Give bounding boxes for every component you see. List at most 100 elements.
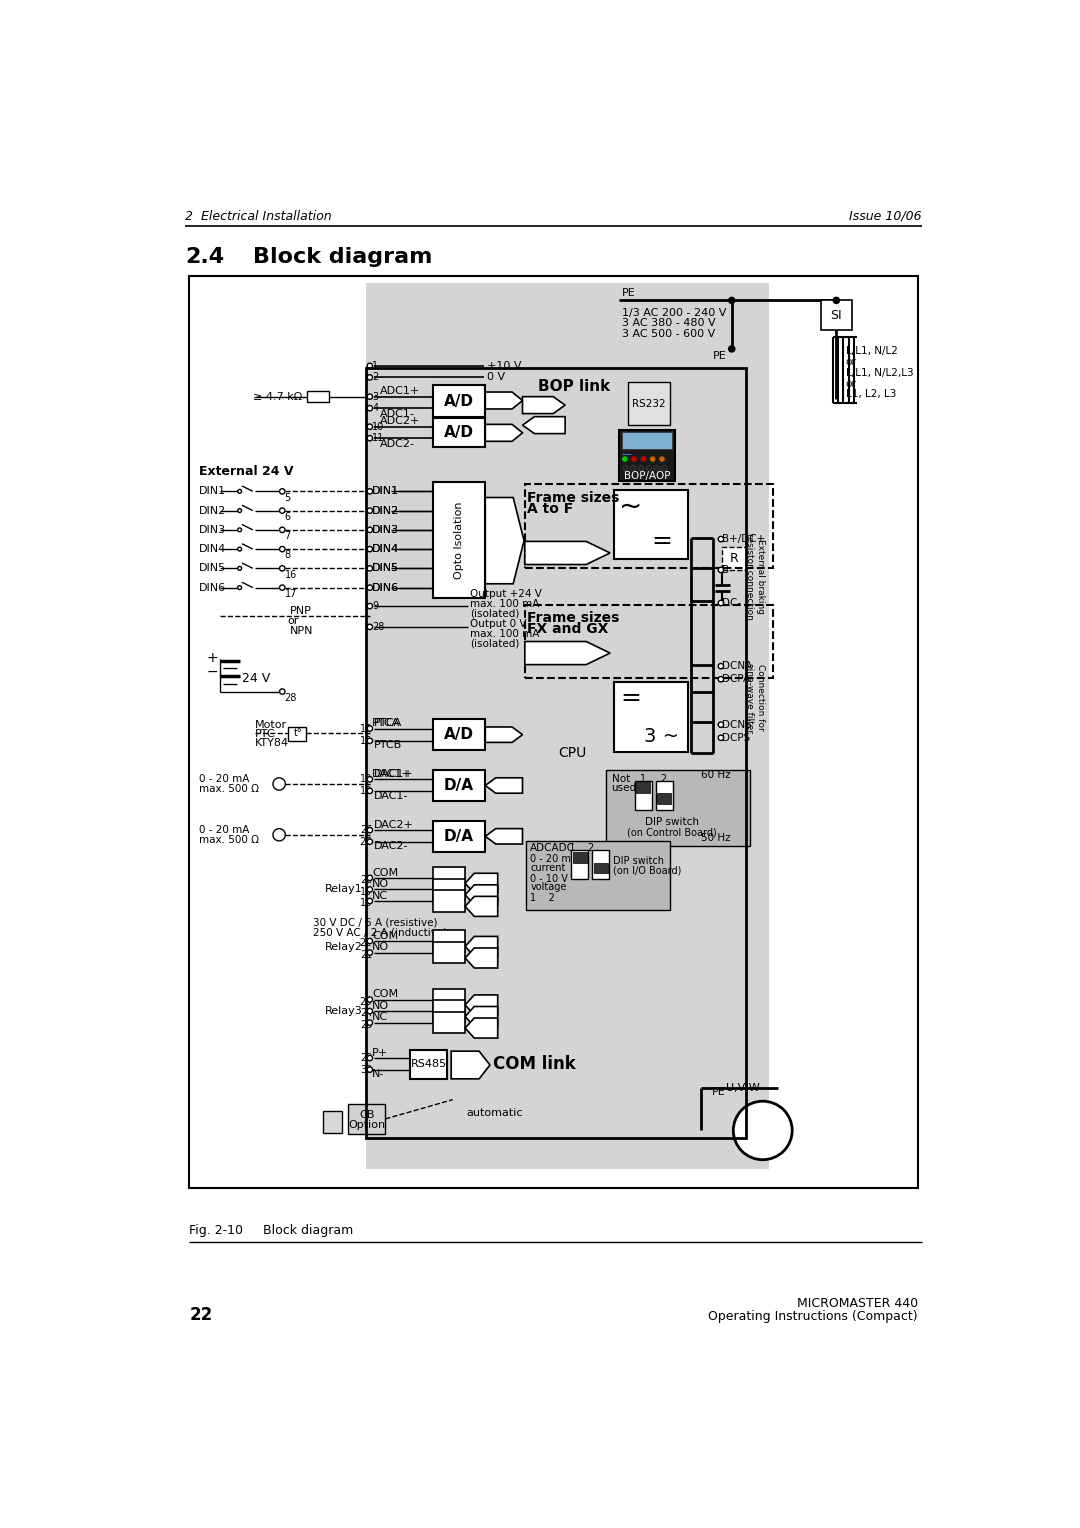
Text: Opto Isolation: Opto Isolation — [454, 501, 464, 579]
Circle shape — [367, 886, 373, 892]
Text: 24 V: 24 V — [242, 672, 270, 685]
Text: A/D: A/D — [444, 425, 474, 440]
Text: NC: NC — [373, 891, 389, 900]
Text: 24: 24 — [360, 1008, 373, 1019]
Text: NO: NO — [373, 1001, 389, 1010]
Text: DIN6: DIN6 — [199, 582, 226, 593]
Text: 2.4: 2.4 — [186, 246, 225, 266]
Text: DIP switch: DIP switch — [645, 817, 699, 828]
Text: max. 100 mA: max. 100 mA — [470, 599, 539, 608]
Text: PE: PE — [712, 1086, 726, 1097]
Text: DIN5: DIN5 — [373, 564, 400, 573]
Text: =: = — [621, 686, 642, 709]
Bar — [348, 1103, 386, 1134]
Circle shape — [649, 455, 656, 461]
Circle shape — [367, 623, 373, 630]
Text: 2  Electrical Installation: 2 Electrical Installation — [186, 209, 332, 223]
Text: RS232: RS232 — [632, 399, 665, 408]
Text: 18: 18 — [360, 898, 373, 908]
Text: t°: t° — [294, 729, 302, 738]
Text: PNP: PNP — [291, 607, 312, 616]
Text: 16: 16 — [284, 570, 297, 579]
Text: 2: 2 — [661, 773, 666, 784]
Text: 1    2: 1 2 — [559, 843, 594, 853]
Text: 2: 2 — [373, 373, 378, 382]
Text: A/D: A/D — [444, 727, 474, 743]
Circle shape — [367, 898, 373, 903]
Text: 21: 21 — [360, 950, 373, 960]
Circle shape — [367, 950, 373, 955]
Text: 23: 23 — [360, 1021, 373, 1030]
Bar — [572, 851, 586, 862]
Text: DAC1+: DAC1+ — [373, 769, 411, 779]
Text: R: R — [730, 552, 739, 565]
Text: B+/DC+: B+/DC+ — [723, 535, 766, 544]
Text: (on Control Board): (on Control Board) — [627, 828, 717, 837]
Bar — [433, 941, 465, 963]
Circle shape — [367, 547, 373, 552]
Text: —: — — [622, 449, 632, 460]
Text: Operating Instructions (Compact): Operating Instructions (Compact) — [708, 1311, 918, 1323]
Text: (isolated): (isolated) — [470, 608, 519, 619]
Text: CB: CB — [359, 1109, 375, 1120]
Text: 11: 11 — [373, 434, 384, 443]
Circle shape — [238, 547, 242, 552]
Circle shape — [367, 839, 373, 845]
Text: DCPA: DCPA — [723, 674, 751, 685]
Text: ≥ 4.7 kΩ: ≥ 4.7 kΩ — [253, 393, 302, 402]
Circle shape — [280, 565, 285, 571]
Circle shape — [367, 435, 373, 442]
Bar — [619, 429, 675, 481]
Text: KTY84: KTY84 — [255, 738, 289, 749]
Text: COM: COM — [373, 989, 399, 999]
Text: RS485: RS485 — [410, 1059, 447, 1070]
Polygon shape — [485, 393, 523, 410]
Text: L/L1, N/L2: L/L1, N/L2 — [846, 347, 897, 356]
Bar — [635, 781, 652, 810]
Circle shape — [280, 489, 285, 494]
Bar — [613, 683, 688, 752]
Bar — [433, 821, 485, 851]
Bar — [525, 605, 773, 678]
Bar — [433, 483, 485, 597]
Text: DIN2: DIN2 — [199, 506, 226, 515]
Text: 8: 8 — [284, 550, 291, 561]
Circle shape — [729, 298, 734, 304]
Circle shape — [733, 1102, 793, 1160]
Text: voltage: voltage — [530, 882, 567, 892]
Text: Frame sizes: Frame sizes — [527, 490, 620, 504]
Bar — [433, 879, 465, 900]
Text: CPU: CPU — [558, 746, 586, 759]
Circle shape — [367, 828, 373, 833]
Bar — [526, 840, 670, 911]
Polygon shape — [485, 778, 523, 793]
Text: DIN5: DIN5 — [373, 564, 400, 573]
Text: PTCB: PTCB — [374, 741, 402, 750]
Circle shape — [280, 547, 285, 552]
Text: 7: 7 — [284, 532, 291, 541]
Bar — [433, 866, 465, 889]
Bar — [821, 301, 852, 330]
Text: DIN1: DIN1 — [373, 486, 400, 497]
Text: Option: Option — [348, 1120, 386, 1131]
Circle shape — [834, 298, 839, 304]
Circle shape — [662, 466, 667, 471]
Circle shape — [367, 565, 373, 571]
Text: ADC1-: ADC1- — [380, 408, 415, 419]
Text: ~: ~ — [619, 492, 643, 521]
Polygon shape — [485, 828, 523, 843]
Polygon shape — [485, 425, 523, 442]
Text: 19: 19 — [360, 886, 373, 897]
Text: 50 Hz: 50 Hz — [701, 833, 730, 843]
Text: 28: 28 — [284, 692, 297, 703]
Text: 250 V AC / 2 A (inductive): 250 V AC / 2 A (inductive) — [313, 927, 447, 938]
Text: DAC2-: DAC2- — [374, 842, 408, 851]
Circle shape — [718, 735, 724, 741]
Text: Output +24 V: Output +24 V — [470, 588, 542, 599]
Polygon shape — [465, 897, 498, 917]
Text: ADC2-: ADC2- — [380, 439, 415, 449]
Text: Frame sizes: Frame sizes — [527, 611, 620, 625]
Polygon shape — [525, 541, 610, 564]
Text: 4: 4 — [373, 403, 378, 413]
Text: automatic: automatic — [467, 1108, 523, 1118]
